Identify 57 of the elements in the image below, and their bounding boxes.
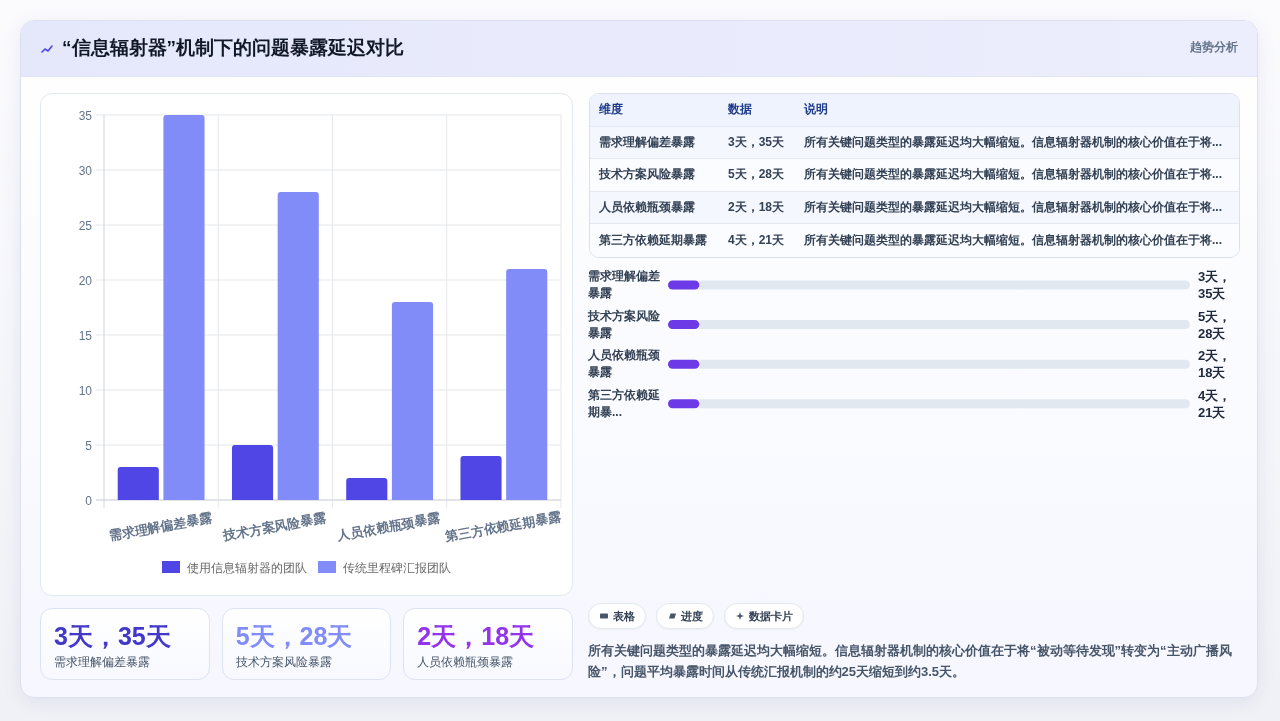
- y-tick-label: 需求理解偏差暴露: [588, 268, 661, 302]
- y-tick-label: 第三方依赖延期暴...: [588, 386, 661, 421]
- text: 人员依赖瓶颈暴露: [599, 199, 695, 217]
- text: 所有关键问题类型的暴露延迟均大幅缩短。信息辐射器机制的核心价值在于将“被动等待发现”转变为“主动广播风险”，问题平均暴露时间从传统汇报机制的约25天缩短到约3.5天。: [588, 642, 1233, 681]
- bar: [231, 445, 274, 500]
- text: 说明: [804, 101, 828, 119]
- text: 需求理解偏差暴露: [599, 133, 695, 151]
- legend-label: 使用信息辐射器的团队: [187, 560, 307, 575]
- bar: [277, 192, 319, 500]
- text: 2天，18天: [417, 621, 535, 651]
- text: 数据卡片: [749, 609, 793, 623]
- y-tick-label: 25: [78, 218, 93, 233]
- y-tick-label: 20: [78, 273, 93, 288]
- bar: [117, 467, 159, 500]
- x-tick-label: 技术方案风险暴露: [221, 510, 328, 544]
- y-tick-label: 技术方案风险暴露: [588, 307, 661, 342]
- text: 3天，35天: [54, 621, 171, 651]
- x-tick-label: 需求理解偏差暴露: [107, 510, 213, 543]
- text: 需求理解偏差暴露: [54, 654, 150, 670]
- text: 5天，28天: [1198, 307, 1233, 342]
- text: 所有关键问题类型的暴露延迟均大幅缩短。信息辐射器机制的核心价值在于将...: [804, 166, 1223, 184]
- text: 人员依赖瓶颈暴露: [417, 654, 514, 670]
- text: 所有关键问题类型的暴露延迟均大幅缩短。信息辐射器机制的核心价值在于将...: [804, 133, 1223, 151]
- text: 数据: [728, 101, 752, 119]
- text: 4天，21天: [1198, 386, 1233, 421]
- y-tick-label: 5: [85, 438, 93, 453]
- y-tick-label: 0: [85, 493, 93, 508]
- bar: [163, 115, 205, 500]
- text: 技术方案风险暴露: [235, 654, 332, 670]
- bar: [391, 302, 434, 500]
- text: 表格: [613, 609, 635, 623]
- text: 所有关键问题类型的暴露延迟均大幅缩短。信息辐射器机制的核心价值在于将...: [804, 231, 1223, 249]
- text: 第三方依赖延期暴露: [599, 231, 707, 249]
- text: 5天，28天: [235, 621, 353, 651]
- y-tick-label: 人员依赖瓶颈暴露: [588, 347, 661, 382]
- text: 4天，21天: [728, 231, 785, 249]
- text: 2天，18天: [1198, 347, 1233, 382]
- chart-title: “信息辐射器”机制下的问题暴露延迟对比: [62, 36, 404, 60]
- y-tick-label: 15: [78, 328, 93, 343]
- text: 技术方案风险暴露: [599, 166, 695, 184]
- x-tick-label: 人员依赖瓶颈暴露: [335, 510, 442, 544]
- text: 2天，18天: [728, 199, 785, 217]
- y-tick-label: 35: [78, 108, 93, 123]
- text: 维度: [599, 101, 623, 119]
- bar: [346, 478, 388, 500]
- y-tick-label: 10: [78, 383, 93, 398]
- text: 3天，35天: [1198, 268, 1233, 302]
- y-tick-label: 30: [78, 163, 93, 178]
- text: 所有关键问题类型的暴露延迟均大幅缩短。信息辐射器机制的核心价值在于将...: [804, 199, 1223, 217]
- x-tick-label: 第三方依赖延期暴露: [443, 509, 563, 545]
- legend-label: 传统里程碑汇报团队: [343, 560, 451, 575]
- text: 3天，35天: [728, 133, 785, 151]
- bar: [460, 456, 502, 500]
- text: 5天，28天: [728, 166, 785, 184]
- text: 进度: [681, 609, 703, 623]
- bar: [506, 269, 548, 500]
- text: 趋势分析: [1190, 39, 1238, 55]
